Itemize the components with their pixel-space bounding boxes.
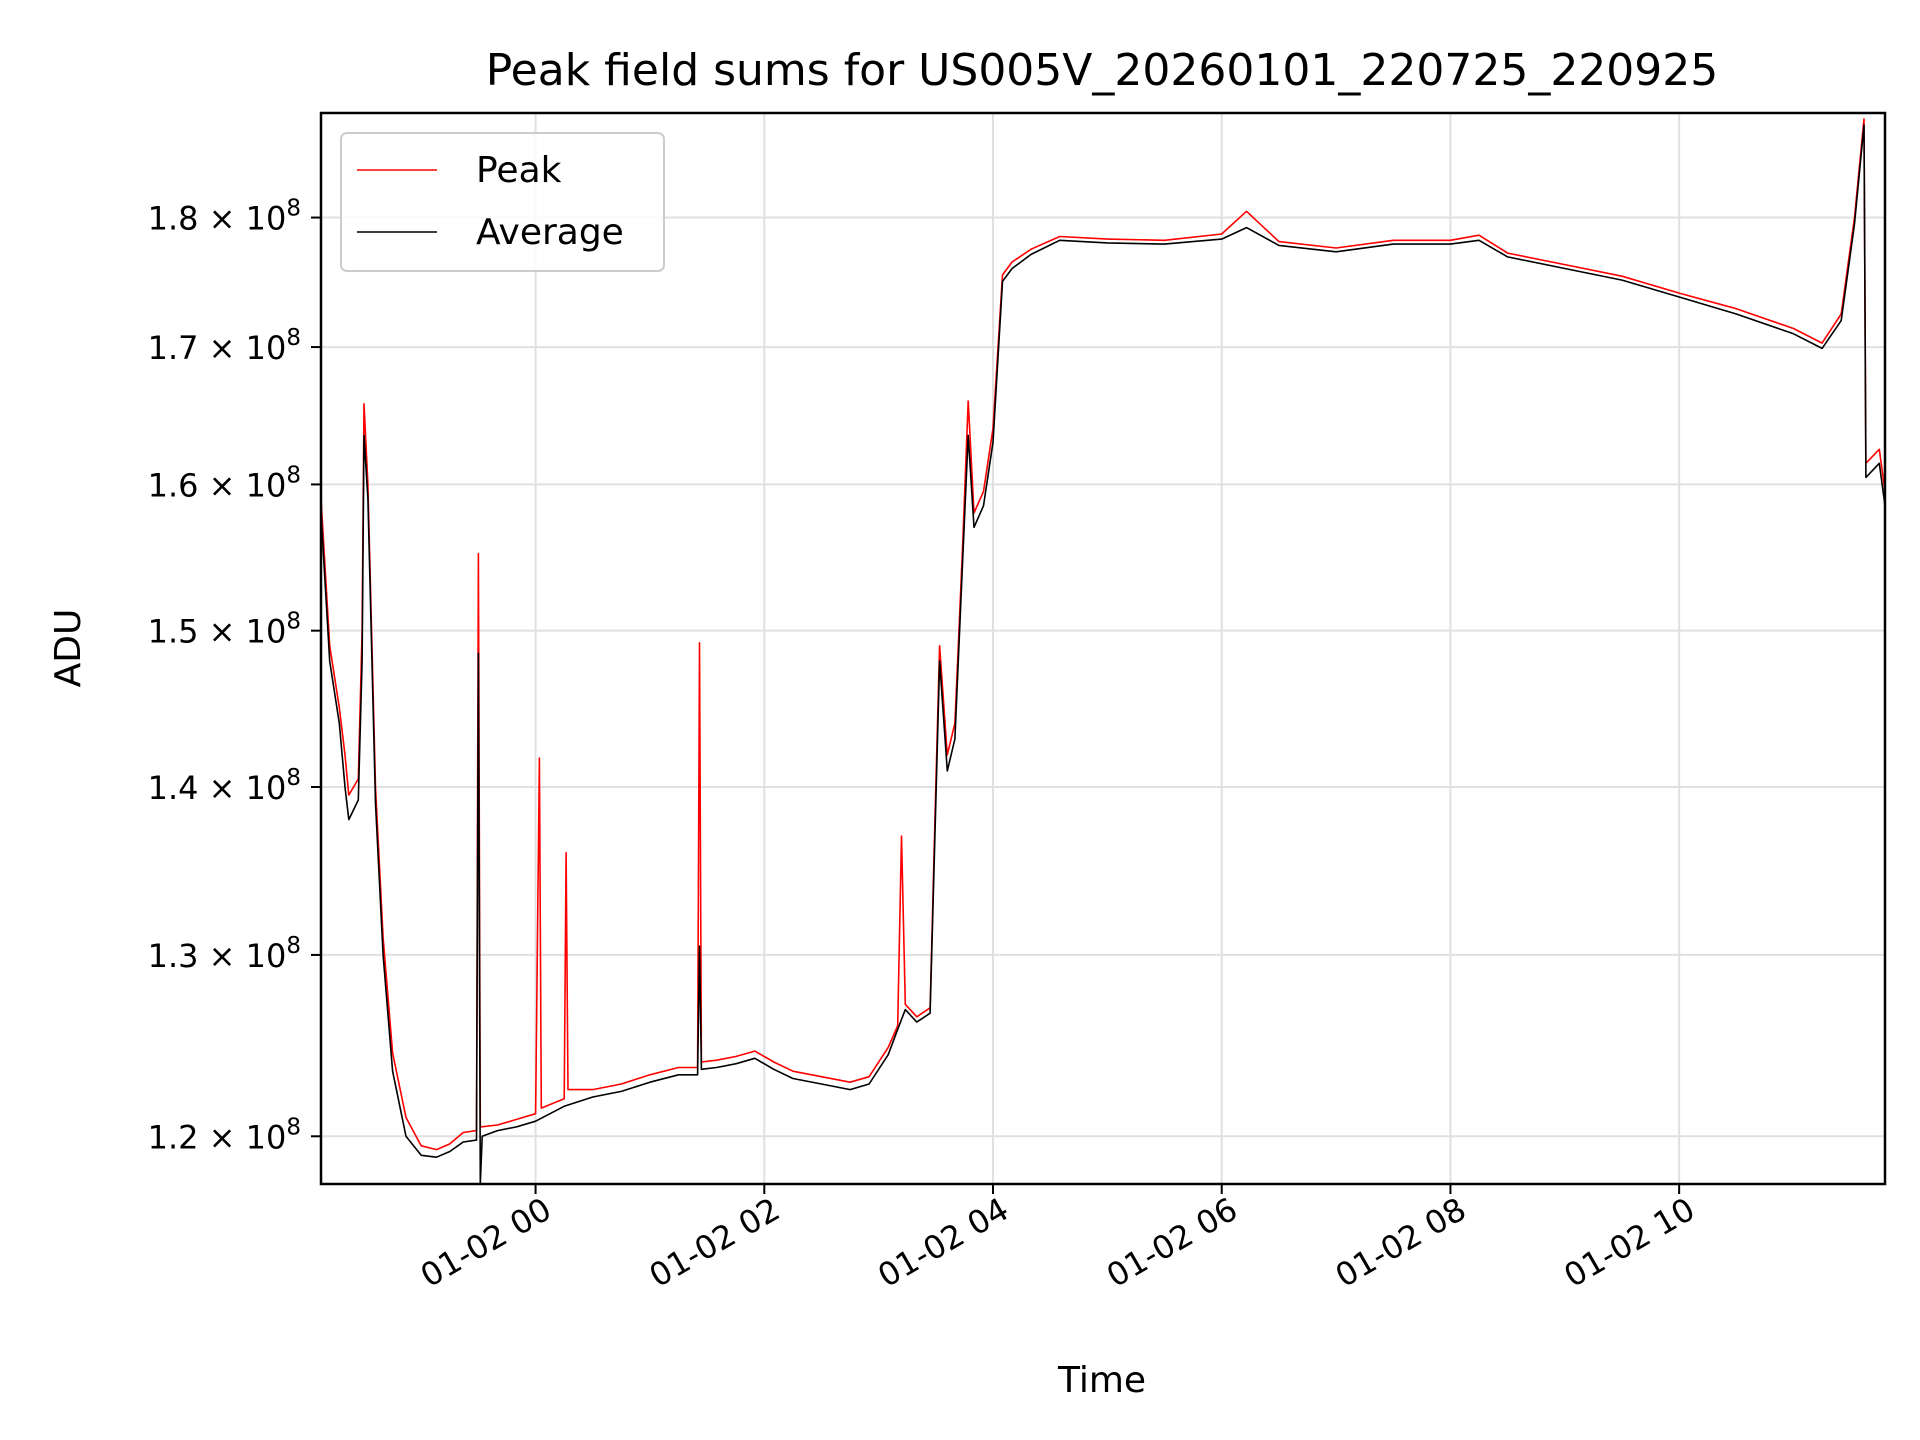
series-line-peak	[320, 118, 1886, 1151]
x-axis-title: Time	[1057, 1360, 1146, 1401]
chart-title: Peak field sums for US005V_20260101_2207…	[486, 45, 1719, 96]
y-tick-label: 1.4 × 108	[148, 765, 301, 807]
legend-box	[340, 132, 665, 272]
grid-lines	[321, 113, 1885, 1184]
y-tick-label: 1.8 × 108	[148, 196, 301, 238]
series-lines	[320, 118, 1886, 1185]
legend-label-average: Average	[476, 212, 624, 253]
y-tick-label: 1.2 × 108	[148, 1114, 301, 1156]
y-tick-label: 1.7 × 108	[148, 325, 301, 367]
y-tick-label: 1.5 × 108	[148, 609, 301, 651]
legend: Peak Average	[340, 132, 665, 272]
y-tick-label: 1.3 × 108	[148, 933, 301, 975]
y-tick-label: 1.6 × 108	[148, 462, 301, 504]
plot-area-frame	[319, 111, 1887, 1186]
y-axis-title: ADU	[48, 609, 89, 688]
y-axis-ticks: 1.2 × 108 1.3 × 108 1.4 × 108 1.5 × 108 1.6 …	[148, 196, 321, 1156]
legend-label-peak: Peak	[476, 150, 562, 191]
series-line-average	[320, 124, 1886, 1185]
